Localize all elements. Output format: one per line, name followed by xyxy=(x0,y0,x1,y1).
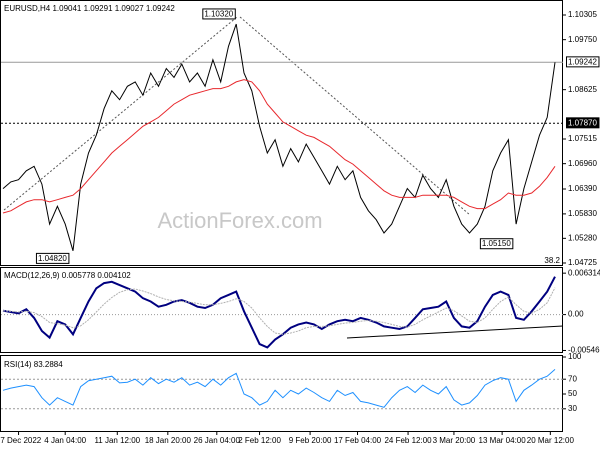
y-tick-label: 100 xyxy=(568,352,582,361)
y-tick-label: 70 xyxy=(568,374,577,383)
price-annotation: 1.04820 xyxy=(38,254,67,263)
level-label: 1.07870 xyxy=(568,118,597,127)
x-tick-label: 4 Jan 04:00 xyxy=(44,436,86,445)
y-tick-label: 30 xyxy=(568,404,577,413)
x-tick-label: 18 Jan 20:00 xyxy=(145,436,192,445)
x-tick-label: 27 Dec 2022 xyxy=(0,436,42,445)
panel-title: MACD(12,26,9) 0.005778 0.004102 xyxy=(4,271,131,280)
label-box xyxy=(202,8,236,20)
x-tick-label: 3 Mar 20:00 xyxy=(433,436,476,445)
trend-line xyxy=(239,16,471,216)
label-box xyxy=(479,238,514,250)
x-tick-label: 26 Jan 04:00 xyxy=(194,436,241,445)
panel-title: RSI(14) 83.2884 xyxy=(4,360,63,369)
label-box xyxy=(566,56,600,68)
y-tick-label: 1.05280 xyxy=(568,233,597,242)
rsi-panel xyxy=(0,355,563,432)
watermark: ActionForex.com xyxy=(157,208,322,233)
series-line xyxy=(2,79,556,214)
x-tick-label: 13 Mar 04:00 xyxy=(479,436,527,445)
y-tick-label: 1.05830 xyxy=(568,209,597,218)
x-tick-label: 20 Mar 12:00 xyxy=(527,436,575,445)
series-line xyxy=(2,369,556,408)
series-line xyxy=(2,276,556,349)
y-tick-label: 0.00 xyxy=(568,310,584,319)
macd-panel xyxy=(0,267,563,353)
level-label: 1.09242 xyxy=(568,57,597,66)
y-tick-label: 50 xyxy=(568,389,577,398)
y-tick-label: -0.005467 xyxy=(568,346,600,355)
series-line xyxy=(2,287,556,335)
trend-line xyxy=(3,16,238,211)
x-tick-label: 24 Feb 12:00 xyxy=(384,436,432,445)
y-tick-label: 1.10305 xyxy=(568,10,597,19)
x-tick-label: 17 Feb 04:00 xyxy=(334,436,382,445)
y-tick-label: 1.09750 xyxy=(568,35,597,44)
y-tick-label: 0.006314 xyxy=(568,268,600,277)
price-annotation: 1.10320 xyxy=(204,9,233,18)
label-box xyxy=(566,117,600,129)
x-tick-label: 11 Jan 12:00 xyxy=(94,436,140,445)
y-tick-label: 1.04725 xyxy=(568,258,597,267)
y-tick-label: 1.06960 xyxy=(568,159,597,168)
macd-trend-line xyxy=(346,325,564,339)
label-box xyxy=(35,252,70,264)
y-tick-label: 1.07515 xyxy=(568,134,597,143)
fib-label: 38.2 xyxy=(544,256,560,265)
x-tick-label: 9 Feb 20:00 xyxy=(289,436,332,445)
price-panel xyxy=(0,0,563,266)
x-tick-label: 2 Feb 12:00 xyxy=(238,436,281,445)
price-annotation: 1.05150 xyxy=(482,239,511,248)
panel-title: EURUSD,H4 1.09041 1.09291 1.09027 1.0924… xyxy=(4,4,175,13)
y-tick-label: 1.08625 xyxy=(568,85,597,94)
y-tick-label: 1.06390 xyxy=(568,184,597,193)
series-line xyxy=(2,23,556,251)
